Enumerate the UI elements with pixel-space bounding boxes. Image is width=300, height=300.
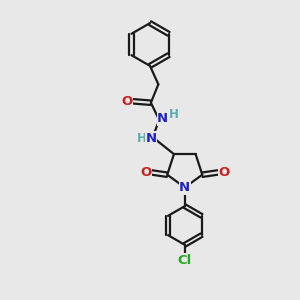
Text: Cl: Cl [178,254,192,267]
Text: N: N [146,132,157,145]
Text: O: O [122,95,133,108]
Text: O: O [218,166,230,179]
Text: O: O [140,166,151,179]
Text: H: H [136,132,146,145]
Text: H: H [169,108,178,121]
Text: N: N [157,112,168,125]
Text: N: N [179,181,190,194]
